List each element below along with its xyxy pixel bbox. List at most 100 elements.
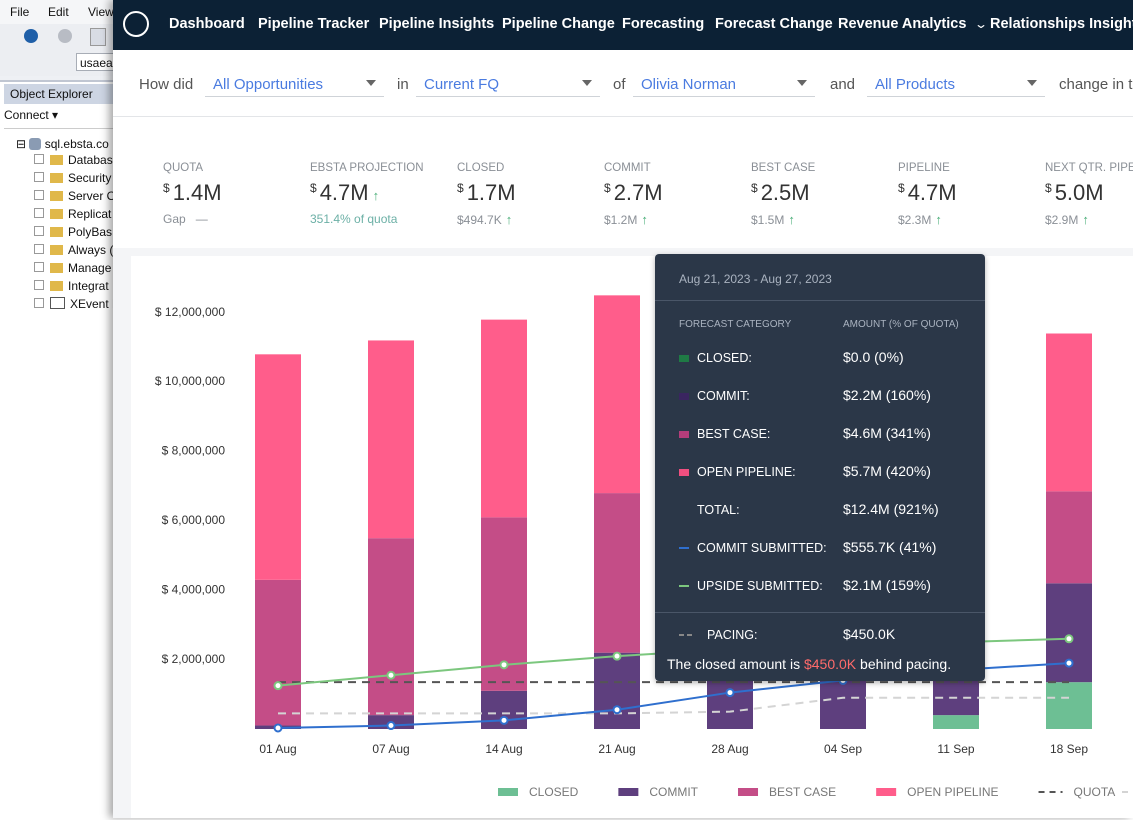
kpi-sub: $1.5M ↑ (751, 212, 896, 227)
tree-node[interactable]: PolyBas (34, 225, 112, 239)
tooltip-label: TOTAL: (697, 503, 740, 517)
tooltip-swatch (679, 393, 689, 400)
tooltip-pacing: PACING: $450.0K (679, 626, 979, 646)
tree-label: XEvent P (70, 297, 121, 311)
logo[interactable] (123, 11, 149, 37)
nav-item[interactable]: Pipeline Insights (379, 16, 495, 32)
dropdown-caret (797, 80, 807, 86)
tree-node[interactable]: XEvent P (34, 297, 120, 311)
filter-dropdown[interactable]: All Products (867, 68, 1045, 97)
filter-label: of (613, 76, 626, 93)
back-icon[interactable] (24, 29, 38, 43)
menu-item[interactable]: View (88, 5, 114, 19)
tree-root[interactable]: ⊟ sql.ebsta.co (16, 137, 109, 151)
tooltip-swatch (679, 431, 689, 438)
menu-item[interactable]: Edit (48, 5, 69, 19)
tooltip-swatch (679, 355, 689, 362)
filter-dropdown[interactable]: Current FQ (416, 68, 600, 97)
tree-label: Manage (68, 261, 112, 275)
tree-node[interactable]: Replicat (34, 207, 111, 221)
tooltip-label: CLOSED: (697, 351, 752, 365)
panel-title: Object Explorer (4, 84, 130, 104)
tooltip-label: OPEN PIPELINE: (697, 465, 796, 479)
forward-icon[interactable] (58, 29, 72, 43)
tree-root-label: sql.ebsta.co (44, 137, 109, 151)
trend-arrow: ↑ (1082, 212, 1089, 227)
tree-label: Replicat (68, 207, 112, 221)
kpi-label: CLOSED (457, 162, 505, 174)
tooltip-amount: $450.0K (843, 626, 896, 642)
note-text: behind pacing. (860, 656, 952, 672)
nav-item[interactable]: Pipeline Change (502, 16, 615, 32)
tree-node[interactable]: Databas (34, 153, 113, 167)
nav-item[interactable]: Relationships Insights (990, 16, 1133, 32)
kpi-sub: $2.3M ↑ (898, 212, 1043, 227)
kpi: QUOTA $1.4M Gap — (163, 162, 308, 226)
filter-label: and (830, 76, 856, 93)
dropdown-value: All Products (875, 76, 956, 93)
tooltip-label: PACING: (707, 628, 758, 642)
kpi-currency: $ (604, 181, 611, 195)
kpi-sub: Gap — (163, 212, 308, 226)
kpi-currency: $ (751, 181, 758, 195)
kpi-sub-text: $1.5M (751, 213, 785, 227)
tree-node[interactable]: Integrat (34, 279, 109, 293)
nav-item[interactable]: Dashboard (169, 16, 245, 32)
connect-button[interactable]: Connect ▾ (4, 108, 59, 122)
nav-item[interactable]: Revenue Analytics (838, 16, 967, 32)
new-icon[interactable] (90, 28, 106, 46)
note-amount: $450.0K (803, 656, 857, 672)
tooltip-label: COMMIT SUBMITTED: (697, 541, 827, 555)
tooltip-row: BEST CASE: $4.6M (341%) (679, 425, 979, 445)
tooltip-amount: $12.4M (921%) (843, 501, 939, 517)
tree-node[interactable]: Server O (34, 189, 116, 203)
note-text: The closed amount is (667, 656, 801, 672)
kpi-sub: $1.2M ↑ (604, 212, 749, 227)
filter-label: How did (139, 76, 194, 93)
kpi-label: PIPELINE (898, 162, 950, 174)
kpi-number: 1.4M (172, 180, 222, 205)
tooltip-amount: $0.0 (0%) (843, 349, 904, 365)
dropdown-caret (1027, 80, 1037, 86)
nav-chevron[interactable]: ⌄ (973, 17, 989, 31)
kpi-sub-text: $494.7K (457, 213, 502, 227)
kpi-value: $5.0M (1045, 180, 1133, 206)
divider (4, 128, 130, 129)
tree-node[interactable]: Manage (34, 261, 111, 275)
tooltip-row: COMMIT SUBMITTED: $555.7K (41%) (679, 539, 979, 559)
tree-label: Databas (68, 153, 113, 167)
object-explorer: Object Explorer Connect ▾ ⊟ sql.ebsta.co… (0, 80, 130, 820)
ssms-window: File Edit View usaeas Object Explorer Conn… (0, 0, 130, 820)
dropdown-caret (366, 80, 376, 86)
kpi-sub-text: $2.9M (1045, 213, 1079, 227)
nav-bar: Dashboard Pipeline Tracker Pipeline Insigh… (113, 0, 1133, 50)
tooltip-row: CLOSED: $0.0 (0%) (679, 349, 979, 369)
tooltip-row: UPSIDE SUBMITTED: $2.1M (159%) (679, 577, 979, 597)
tree-node[interactable]: Security (34, 171, 111, 185)
nav-item[interactable]: Forecasting (622, 16, 705, 32)
kpi-row: QUOTA $1.4M Gap — EBSTA PROJECTION $4.7M ↑ 351.… (113, 117, 1133, 248)
nav-item[interactable]: Pipeline Tracker (258, 16, 370, 32)
kpi-sub: $2.9M ↑ (1045, 212, 1133, 227)
kpi-number: 5.0M (1054, 180, 1104, 205)
tooltip-label: UPSIDE SUBMITTED: (697, 579, 823, 593)
kpi-value: $1.7M (457, 180, 602, 206)
kpi: COMMIT $2.7M $1.2M ↑ (604, 162, 749, 227)
tree-node[interactable]: Always ( (34, 243, 113, 257)
kpi: BEST CASE $2.5M $1.5M ↑ (751, 162, 896, 227)
tree-label: Server O (68, 189, 117, 203)
connect-label: Connect (4, 108, 49, 122)
pacing-swatch (679, 634, 693, 636)
nav-item[interactable]: Forecast Change (715, 16, 833, 32)
kpi-label: EBSTA PROJECTION (310, 162, 424, 174)
tooltip-row: TOTAL: $12.4M (921%) (679, 501, 979, 521)
filter-dropdown[interactable]: All Opportunities (205, 68, 384, 97)
tree-label: Always ( (68, 243, 114, 257)
tooltip-swatch (679, 585, 689, 587)
filter-dropdown[interactable]: Olivia Norman (633, 68, 815, 97)
tooltip-col-header: AMOUNT (% OF QUOTA) (843, 319, 959, 330)
kpi-sub: $494.7K ↑ (457, 212, 602, 227)
tooltip-amount: $2.1M (159%) (843, 577, 931, 593)
menu-item[interactable]: File (10, 5, 30, 19)
